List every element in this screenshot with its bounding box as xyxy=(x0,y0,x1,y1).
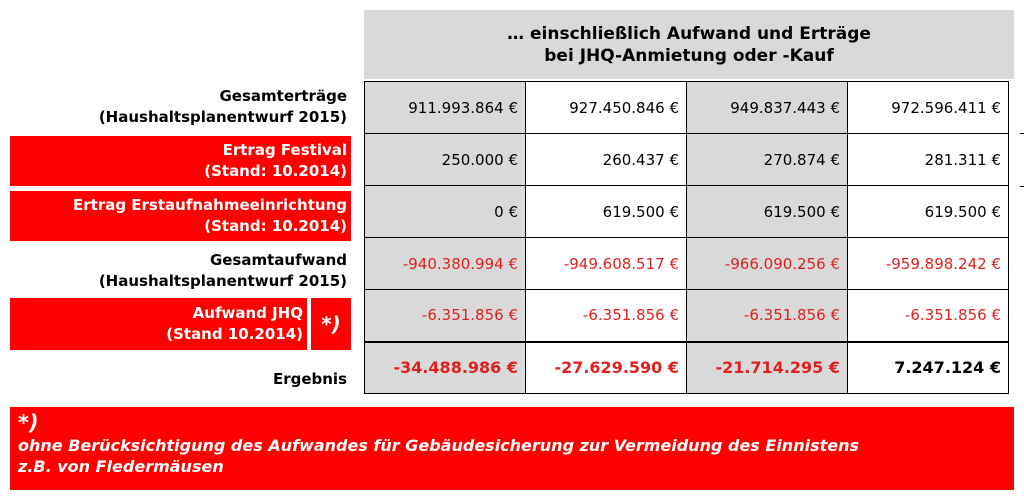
row-label-line-2: (Stand: 10.2014) xyxy=(204,162,347,180)
value-cell: 619.500 € xyxy=(525,185,687,238)
edge-tick xyxy=(1020,186,1024,187)
value-cell: -6.351.856 € xyxy=(847,289,1009,342)
value-cell: 260.437 € xyxy=(525,133,687,186)
row-label-line-1: Gesamtaufwand xyxy=(209,251,347,269)
row-label-line-2: (Stand: 10.2014) xyxy=(204,217,347,235)
header-line-1: … einschließlich Aufwand und Erträge xyxy=(507,23,871,44)
table-row: 911.993.864 € 927.450.846 € 949.837.443 … xyxy=(364,81,1009,134)
row-label-line-2: (Haushaltsplanentwurf 2015) xyxy=(98,272,347,290)
row-label-line-1: Ertrag Festival xyxy=(222,141,347,159)
value-cell: 911.993.864 € xyxy=(364,81,526,134)
value-cell: -6.351.856 € xyxy=(525,289,687,342)
result-cell: 7.247.124 € xyxy=(847,340,1009,394)
value-cell: 0 € xyxy=(364,185,526,238)
value-cell: 927.450.846 € xyxy=(525,81,687,134)
row-label-gesamtertraege: Gesamterträge (Haushaltsplanentwurf 2015… xyxy=(10,81,351,133)
value-cell: 250.000 € xyxy=(364,133,526,186)
footnote-box: *) ohne Berücksichtigung des Aufwandes f… xyxy=(10,407,1014,490)
table-row: -940.380.994 € -949.608.517 € -966.090.2… xyxy=(364,237,1009,290)
row-label-ertrag-festival: Ertrag Festival (Stand: 10.2014) xyxy=(10,136,351,186)
footnote-marker: *) xyxy=(311,298,351,350)
row-label-aufwand-jhq: Aufwand JHQ (Stand 10.2014) *) xyxy=(10,298,351,350)
value-cell: 270.874 € xyxy=(686,133,848,186)
edge-tick xyxy=(1020,133,1024,134)
value-cell: 972.596.411 € xyxy=(847,81,1009,134)
row-label-ergebnis: Ergebnis xyxy=(10,353,351,405)
result-cell: -21.714.295 € xyxy=(686,340,848,394)
row-label-line-1: Aufwand JHQ xyxy=(192,304,303,322)
result-label: Ergebnis xyxy=(272,369,347,388)
table-row-result: -34.488.986 € -27.629.590 € -21.714.295 … xyxy=(364,340,1009,394)
row-label-aufwand-jhq-text: Aufwand JHQ (Stand 10.2014) xyxy=(10,298,307,350)
value-cell: -959.898.242 € xyxy=(847,237,1009,290)
value-cell: 619.500 € xyxy=(686,185,848,238)
footnote-line-2: z.B. von Fledermäusen xyxy=(18,457,224,476)
table-row: 0 € 619.500 € 619.500 € 619.500 € xyxy=(364,185,1009,238)
value-cell: -966.090.256 € xyxy=(686,237,848,290)
value-cell: 281.311 € xyxy=(847,133,1009,186)
value-cell: 949.837.443 € xyxy=(686,81,848,134)
row-label-line-1: Gesamterträge xyxy=(219,87,347,105)
result-cell: -27.629.590 € xyxy=(525,340,687,394)
value-cell: -6.351.856 € xyxy=(364,289,526,342)
table-header: … einschließlich Aufwand und Erträge bei… xyxy=(364,10,1014,79)
value-cell: -6.351.856 € xyxy=(686,289,848,342)
row-label-line-2: (Stand 10.2014) xyxy=(166,325,303,343)
value-cell: -940.380.994 € xyxy=(364,237,526,290)
row-label-gesamtaufwand: Gesamtaufwand (Haushaltsplanentwurf 2015… xyxy=(10,245,351,297)
header-line-2: bei JHQ-Anmietung oder -Kauf xyxy=(544,45,834,66)
value-table: 911.993.864 € 927.450.846 € 949.837.443 … xyxy=(364,81,1009,394)
row-label-line-1: Ertrag Erstaufnahmeeinrichtung xyxy=(72,196,347,214)
row-label-line-2: (Haushaltsplanentwurf 2015) xyxy=(98,108,347,126)
table-row: 250.000 € 260.437 € 270.874 € 281.311 € xyxy=(364,133,1009,186)
value-cell: 619.500 € xyxy=(847,185,1009,238)
result-cell: -34.488.986 € xyxy=(364,340,526,394)
footnote-mark: *) xyxy=(18,411,39,435)
footnote-line-1: ohne Berücksichtigung des Aufwandes für … xyxy=(18,436,859,455)
table-row: -6.351.856 € -6.351.856 € -6.351.856 € -… xyxy=(364,289,1009,342)
row-label-ertrag-erstaufnahme: Ertrag Erstaufnahmeeinrichtung (Stand: 1… xyxy=(10,191,351,241)
value-cell: -949.608.517 € xyxy=(525,237,687,290)
